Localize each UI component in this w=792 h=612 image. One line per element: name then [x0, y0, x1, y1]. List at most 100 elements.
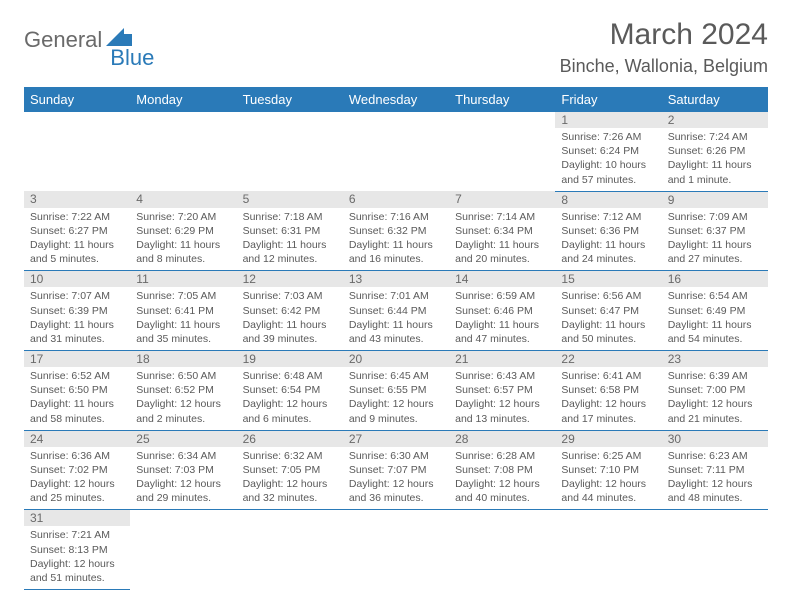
- day-detail-cell: Sunrise: 6:52 AMSunset: 6:50 PMDaylight:…: [24, 367, 130, 430]
- day-detail-cell: Sunrise: 7:07 AMSunset: 6:39 PMDaylight:…: [24, 287, 130, 350]
- calendar-body: 12Sunrise: 7:26 AMSunset: 6:24 PMDayligh…: [24, 112, 768, 590]
- page-title: March 2024: [560, 18, 768, 52]
- day-number-cell: 24: [24, 430, 130, 447]
- day-detail-cell: [130, 128, 236, 191]
- day-detail-cell: Sunrise: 7:26 AMSunset: 6:24 PMDaylight:…: [555, 128, 661, 191]
- day-detail-cell: [130, 526, 236, 589]
- day-number-cell: 30: [662, 430, 768, 447]
- sunrise-line: Sunrise: 7:16 AM: [349, 210, 443, 224]
- col-tuesday: Tuesday: [237, 87, 343, 112]
- day-detail-row: Sunrise: 6:52 AMSunset: 6:50 PMDaylight:…: [24, 367, 768, 430]
- day-detail-cell: Sunrise: 6:25 AMSunset: 7:10 PMDaylight:…: [555, 447, 661, 510]
- sunrise-line: Sunrise: 6:28 AM: [455, 449, 549, 463]
- daylight-line: Daylight: 12 hours and 13 minutes.: [455, 397, 549, 425]
- col-saturday: Saturday: [662, 87, 768, 112]
- daylight-line: Daylight: 12 hours and 25 minutes.: [30, 477, 124, 505]
- day-number-cell: 27: [343, 430, 449, 447]
- day-detail-cell: Sunrise: 7:14 AMSunset: 6:34 PMDaylight:…: [449, 208, 555, 271]
- sunrise-line: Sunrise: 6:39 AM: [668, 369, 762, 383]
- daylight-line: Daylight: 12 hours and 32 minutes.: [243, 477, 337, 505]
- sunrise-line: Sunrise: 6:59 AM: [455, 289, 549, 303]
- day-detail-row: Sunrise: 7:26 AMSunset: 6:24 PMDaylight:…: [24, 128, 768, 191]
- day-detail-row: Sunrise: 7:07 AMSunset: 6:39 PMDaylight:…: [24, 287, 768, 350]
- daylight-line: Daylight: 12 hours and 51 minutes.: [30, 557, 124, 585]
- daylight-line: Daylight: 11 hours and 5 minutes.: [30, 238, 124, 266]
- daylight-line: Daylight: 12 hours and 21 minutes.: [668, 397, 762, 425]
- day-detail-cell: Sunrise: 6:28 AMSunset: 7:08 PMDaylight:…: [449, 447, 555, 510]
- day-number-cell: 21: [449, 351, 555, 368]
- daylight-line: Daylight: 11 hours and 47 minutes.: [455, 318, 549, 346]
- day-number-cell: 1: [555, 112, 661, 128]
- col-friday: Friday: [555, 87, 661, 112]
- day-number-cell: 20: [343, 351, 449, 368]
- day-detail-cell: [237, 128, 343, 191]
- weekday-header-row: Sunday Monday Tuesday Wednesday Thursday…: [24, 87, 768, 112]
- day-number-cell: [24, 112, 130, 128]
- sunset-line: Sunset: 6:46 PM: [455, 304, 549, 318]
- day-detail-cell: Sunrise: 6:59 AMSunset: 6:46 PMDaylight:…: [449, 287, 555, 350]
- day-detail-cell: [662, 526, 768, 589]
- sunset-line: Sunset: 7:03 PM: [136, 463, 230, 477]
- sunset-line: Sunset: 6:44 PM: [349, 304, 443, 318]
- day-detail-cell: Sunrise: 7:05 AMSunset: 6:41 PMDaylight:…: [130, 287, 236, 350]
- title-block: March 2024 Binche, Wallonia, Belgium: [560, 18, 768, 77]
- sunset-line: Sunset: 6:50 PM: [30, 383, 124, 397]
- day-detail-cell: Sunrise: 6:45 AMSunset: 6:55 PMDaylight:…: [343, 367, 449, 430]
- day-number-row: 31: [24, 510, 768, 527]
- day-detail-cell: Sunrise: 6:48 AMSunset: 6:54 PMDaylight:…: [237, 367, 343, 430]
- daylight-line: Daylight: 11 hours and 58 minutes.: [30, 397, 124, 425]
- header: General Blue March 2024 Binche, Wallonia…: [24, 18, 768, 77]
- sunset-line: Sunset: 6:39 PM: [30, 304, 124, 318]
- sunset-line: Sunset: 7:08 PM: [455, 463, 549, 477]
- daylight-line: Daylight: 11 hours and 12 minutes.: [243, 238, 337, 266]
- sunset-line: Sunset: 8:13 PM: [30, 543, 124, 557]
- day-detail-cell: Sunrise: 6:32 AMSunset: 7:05 PMDaylight:…: [237, 447, 343, 510]
- day-detail-cell: [449, 128, 555, 191]
- logo-text-1: General: [24, 27, 102, 53]
- sunset-line: Sunset: 6:55 PM: [349, 383, 443, 397]
- sunset-line: Sunset: 6:24 PM: [561, 144, 655, 158]
- day-number-cell: [555, 510, 661, 527]
- sunrise-line: Sunrise: 6:36 AM: [30, 449, 124, 463]
- day-detail-cell: Sunrise: 6:54 AMSunset: 6:49 PMDaylight:…: [662, 287, 768, 350]
- day-detail-cell: Sunrise: 7:22 AMSunset: 6:27 PMDaylight:…: [24, 208, 130, 271]
- day-number-cell: [343, 112, 449, 128]
- col-monday: Monday: [130, 87, 236, 112]
- daylight-line: Daylight: 11 hours and 16 minutes.: [349, 238, 443, 266]
- daylight-line: Daylight: 11 hours and 54 minutes.: [668, 318, 762, 346]
- sunset-line: Sunset: 7:10 PM: [561, 463, 655, 477]
- daylight-line: Daylight: 11 hours and 35 minutes.: [136, 318, 230, 346]
- sunrise-line: Sunrise: 6:23 AM: [668, 449, 762, 463]
- day-detail-cell: Sunrise: 6:36 AMSunset: 7:02 PMDaylight:…: [24, 447, 130, 510]
- day-number-cell: [237, 112, 343, 128]
- day-number-cell: 8: [555, 191, 661, 208]
- daylight-line: Daylight: 11 hours and 24 minutes.: [561, 238, 655, 266]
- day-number-cell: 28: [449, 430, 555, 447]
- sunrise-line: Sunrise: 7:26 AM: [561, 130, 655, 144]
- day-detail-cell: Sunrise: 6:41 AMSunset: 6:58 PMDaylight:…: [555, 367, 661, 430]
- day-detail-cell: [237, 526, 343, 589]
- day-detail-cell: [555, 526, 661, 589]
- sunset-line: Sunset: 6:32 PM: [349, 224, 443, 238]
- day-number-cell: 4: [130, 191, 236, 208]
- sunset-line: Sunset: 6:52 PM: [136, 383, 230, 397]
- sunset-line: Sunset: 7:05 PM: [243, 463, 337, 477]
- sunrise-line: Sunrise: 7:20 AM: [136, 210, 230, 224]
- day-number-cell: [449, 112, 555, 128]
- day-number-cell: 2: [662, 112, 768, 128]
- day-detail-row: Sunrise: 6:36 AMSunset: 7:02 PMDaylight:…: [24, 447, 768, 510]
- daylight-line: Daylight: 12 hours and 17 minutes.: [561, 397, 655, 425]
- sunset-line: Sunset: 7:02 PM: [30, 463, 124, 477]
- day-detail-cell: Sunrise: 7:12 AMSunset: 6:36 PMDaylight:…: [555, 208, 661, 271]
- day-number-cell: 26: [237, 430, 343, 447]
- sunrise-line: Sunrise: 6:45 AM: [349, 369, 443, 383]
- day-number-cell: 29: [555, 430, 661, 447]
- day-detail-cell: [343, 128, 449, 191]
- sunset-line: Sunset: 6:49 PM: [668, 304, 762, 318]
- day-detail-cell: [343, 526, 449, 589]
- day-number-cell: 12: [237, 271, 343, 288]
- day-number-cell: 18: [130, 351, 236, 368]
- sunrise-line: Sunrise: 6:32 AM: [243, 449, 337, 463]
- day-number-cell: 14: [449, 271, 555, 288]
- day-detail-row: Sunrise: 7:21 AMSunset: 8:13 PMDaylight:…: [24, 526, 768, 589]
